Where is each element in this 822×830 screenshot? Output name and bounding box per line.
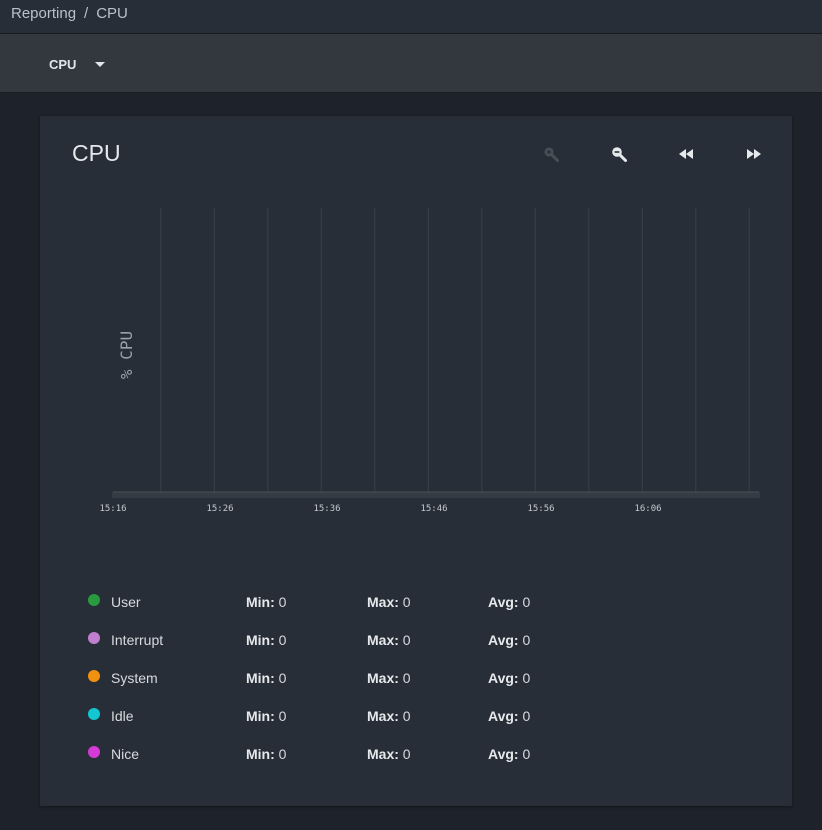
legend-min: Min: 0 [246, 594, 286, 610]
legend-item[interactable]: Nice Min: 0 Max: 0 Avg: 0 [88, 744, 648, 782]
step-backward-icon [679, 149, 693, 159]
max-label: Max: [367, 632, 399, 648]
legend-avg: Avg: 0 [488, 594, 530, 610]
avg-label: Avg: [488, 746, 519, 762]
legend-min: Min: 0 [246, 670, 286, 686]
chart-y-axis-label: % CPU [117, 331, 136, 379]
chart-x-tick-label: 15:36 [313, 504, 340, 514]
report-select[interactable]: CPU [49, 54, 106, 74]
legend-color-dot [88, 746, 100, 758]
legend-min: Min: 0 [246, 708, 286, 724]
legend-max: Max: 0 [367, 632, 411, 648]
max-label: Max: [367, 746, 399, 762]
chart-x-tick-labels: 15:16 15:26 15:36 15:46 15:56 16:06 [99, 504, 661, 514]
avg-label: Avg: [488, 670, 519, 686]
max-value: 0 [402, 594, 411, 610]
chart-x-tick-label: 15:26 [206, 504, 233, 514]
zoom-in-button[interactable] [539, 143, 563, 165]
max-value: 0 [402, 708, 411, 724]
caret-down-icon [95, 62, 106, 67]
max-label: Max: [367, 594, 399, 610]
avg-value: 0 [522, 708, 531, 724]
min-label: Min: [246, 746, 275, 762]
legend-color-dot [88, 708, 100, 720]
legend-item[interactable]: User Min: 0 Max: 0 Avg: 0 [88, 592, 648, 630]
min-value: 0 [278, 746, 287, 762]
legend-avg: Avg: 0 [488, 746, 530, 762]
legend-max: Max: 0 [367, 594, 411, 610]
legend-item-name: User [111, 594, 141, 610]
top-bar: Reporting / CPU [0, 0, 822, 34]
max-value: 0 [402, 746, 411, 762]
min-value: 0 [278, 632, 287, 648]
breadcrumb: Reporting / CPU [11, 5, 128, 22]
avg-value: 0 [522, 632, 531, 648]
legend-color-dot [88, 632, 100, 644]
max-value: 0 [402, 670, 411, 686]
legend-avg: Avg: 0 [488, 670, 530, 686]
legend-item-name: Interrupt [111, 632, 164, 648]
step-backward-button[interactable] [674, 143, 698, 165]
chart-axis-ticks [112, 492, 760, 498]
breadcrumb-current: CPU [96, 5, 128, 22]
zoom-out-button[interactable] [607, 143, 631, 165]
legend-max: Max: 0 [367, 708, 411, 724]
zoom-out-icon [612, 147, 627, 162]
chart-x-tick-label: 15:46 [420, 504, 447, 514]
chart-gridlines [160, 208, 750, 492]
cpu-card: CPU 15:16 15:26 15:36 15: [40, 116, 792, 806]
chart-x-tick-label: 15:56 [527, 504, 554, 514]
chart-x-tick-label: 15:16 [99, 504, 126, 514]
cpu-chart: 15:16 15:26 15:36 15:46 15:56 16:06 % CPU [70, 202, 770, 522]
cpu-chart-svg: 15:16 15:26 15:36 15:46 15:56 16:06 % CPU [99, 208, 760, 514]
legend-color-dot [88, 670, 100, 682]
legend-item-name: Nice [111, 746, 140, 762]
avg-label: Avg: [488, 594, 519, 610]
legend-item[interactable]: Idle Min: 0 Max: 0 Avg: 0 [88, 706, 648, 744]
breadcrumb-separator: / [84, 5, 89, 22]
min-label: Min: [246, 670, 275, 686]
min-label: Min: [246, 594, 275, 610]
min-value: 0 [278, 594, 287, 610]
min-value: 0 [278, 708, 287, 724]
toolbar: CPU [0, 34, 822, 93]
legend-avg: Avg: 0 [488, 708, 530, 724]
avg-label: Avg: [488, 708, 519, 724]
breadcrumb-reporting[interactable]: Reporting [11, 5, 77, 22]
legend: User Min: 0 Max: 0 Avg: 0 Interrupt Min: 0 Max… [88, 592, 648, 782]
legend-max: Max: 0 [367, 670, 411, 686]
legend-max: Max: 0 [367, 746, 411, 762]
step-forward-icon [747, 149, 761, 159]
avg-label: Avg: [488, 632, 519, 648]
max-label: Max: [367, 708, 399, 724]
report-select-value: CPU [49, 56, 77, 72]
legend-item-name: Idle [111, 708, 134, 724]
legend-avg: Avg: 0 [488, 632, 530, 648]
zoom-in-icon [544, 147, 559, 162]
min-label: Min: [246, 708, 275, 724]
max-value: 0 [402, 632, 411, 648]
card-title: CPU [72, 140, 121, 166]
chart-x-tick-label: 16:06 [634, 504, 661, 514]
step-forward-button[interactable] [742, 143, 766, 165]
min-value: 0 [278, 670, 287, 686]
legend-item[interactable]: Interrupt Min: 0 Max: 0 Avg: 0 [88, 630, 648, 668]
legend-min: Min: 0 [246, 632, 286, 648]
legend-color-dot [88, 594, 100, 606]
avg-value: 0 [522, 594, 531, 610]
max-label: Max: [367, 670, 399, 686]
legend-item-name: System [111, 670, 158, 686]
avg-value: 0 [522, 670, 531, 686]
legend-min: Min: 0 [246, 746, 286, 762]
legend-item[interactable]: System Min: 0 Max: 0 Avg: 0 [88, 668, 648, 706]
avg-value: 0 [522, 746, 531, 762]
min-label: Min: [246, 632, 275, 648]
